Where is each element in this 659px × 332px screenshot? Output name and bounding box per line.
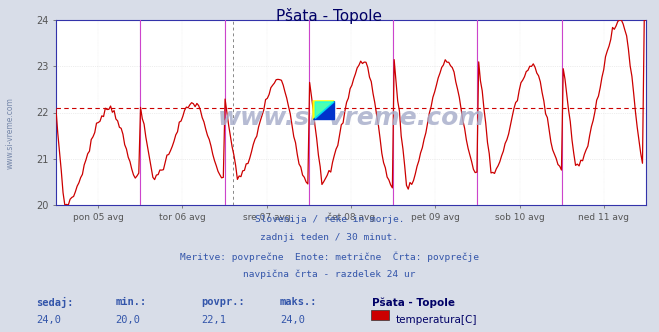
Text: Pšata - Topole: Pšata - Topole xyxy=(372,297,455,308)
Text: www.si-vreme.com: www.si-vreme.com xyxy=(217,106,484,130)
Text: navpična črta - razdelek 24 ur: navpična črta - razdelek 24 ur xyxy=(243,270,416,279)
Polygon shape xyxy=(313,101,334,120)
Text: temperatura[C]: temperatura[C] xyxy=(395,315,477,325)
Text: 22,1: 22,1 xyxy=(201,315,226,325)
Text: Meritve: povprečne  Enote: metrične  Črta: povprečje: Meritve: povprečne Enote: metrične Črta:… xyxy=(180,251,479,262)
Text: maks.:: maks.: xyxy=(280,297,318,307)
Text: www.si-vreme.com: www.si-vreme.com xyxy=(5,97,14,169)
Text: min.:: min.: xyxy=(115,297,146,307)
Text: Pšata - Topole: Pšata - Topole xyxy=(277,8,382,24)
Text: 24,0: 24,0 xyxy=(280,315,305,325)
Polygon shape xyxy=(315,102,334,119)
Text: Slovenija / reke in morje.: Slovenija / reke in morje. xyxy=(255,215,404,224)
Text: povpr.:: povpr.: xyxy=(201,297,244,307)
Polygon shape xyxy=(313,101,334,120)
Text: 20,0: 20,0 xyxy=(115,315,140,325)
Text: sedaj:: sedaj: xyxy=(36,297,74,308)
Text: 24,0: 24,0 xyxy=(36,315,61,325)
Text: zadnji teden / 30 minut.: zadnji teden / 30 minut. xyxy=(260,233,399,242)
